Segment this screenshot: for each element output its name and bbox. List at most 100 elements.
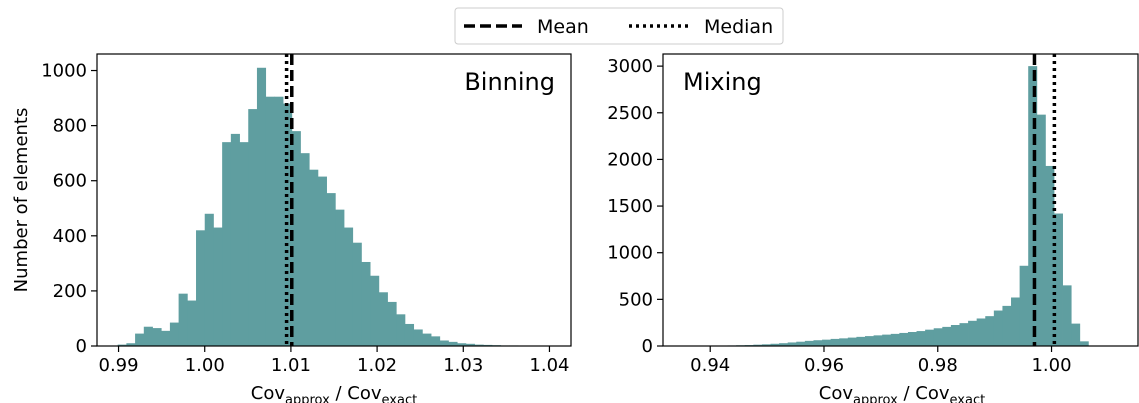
mixing-bar <box>890 333 900 346</box>
mixing-bar <box>1028 66 1038 346</box>
binning-bar <box>143 326 153 346</box>
mixing-ytick-label: 2000 <box>607 149 653 170</box>
binning-x-ticks: 0.99 1.00 1.01 1.02 1.03 1.04 <box>99 346 569 376</box>
mixing-bar <box>907 332 917 346</box>
binning-ytick-label: 200 <box>53 281 87 302</box>
mixing-bar <box>1079 341 1089 346</box>
binning-bar <box>265 96 275 346</box>
binning-bar <box>291 131 301 346</box>
binning-bars <box>117 67 554 347</box>
mixing-y-ticks: 0 500 1000 1500 2000 2500 3000 <box>607 56 663 357</box>
binning-axes-frame <box>96 53 572 347</box>
mixing-bar <box>959 323 969 346</box>
mixing-ytick-label: 3000 <box>607 56 653 77</box>
binning-bar <box>161 330 171 346</box>
binning-bar <box>274 96 284 346</box>
mixing-bar <box>813 340 823 346</box>
binning-bar <box>326 193 336 346</box>
mixing-bar <box>993 310 1003 346</box>
binning-bar <box>439 340 449 346</box>
mixing-bar <box>1062 285 1072 346</box>
binning-xtick-label: 1.04 <box>529 355 569 376</box>
mixing-bar <box>796 341 806 346</box>
mixing-bar <box>916 331 926 346</box>
mixing-bar <box>985 316 995 346</box>
mixing-bar <box>822 339 832 346</box>
mixing-xtick-label: 0.96 <box>804 355 844 376</box>
legend-frame <box>454 7 784 45</box>
binning-xtick-label: 1.01 <box>271 355 311 376</box>
binning-bar <box>457 343 467 346</box>
mixing-bar <box>761 344 771 346</box>
binning-bar <box>378 292 388 346</box>
binning-xtick-label: 1.00 <box>185 355 225 376</box>
mixing-bar <box>1045 165 1055 346</box>
mixing-bar <box>950 325 960 346</box>
binning-xlabel: Covapprox / Covexact <box>251 383 417 403</box>
mixing-bar <box>1036 114 1046 346</box>
binning-bar <box>213 227 223 346</box>
legend-mean-label: Mean <box>537 16 589 38</box>
mixing-bar <box>787 342 797 346</box>
binning-bar <box>187 300 197 346</box>
mixing-bars <box>684 66 1089 346</box>
binning-ytick-label: 0 <box>76 336 87 357</box>
binning-bar <box>387 301 397 346</box>
binning-y-ticks: 0 200 400 600 800 1000 <box>41 61 97 357</box>
legend-median-label: Median <box>704 16 773 38</box>
binning-bar <box>152 328 162 346</box>
binning-bar <box>396 314 406 346</box>
binning-bar <box>431 336 441 346</box>
binning-bar <box>135 333 145 346</box>
mixing-xlabel: Covapprox / Covexact <box>819 383 985 403</box>
binning-xtick-label: 1.02 <box>357 355 397 376</box>
binning-bar <box>404 323 415 346</box>
mixing-xtick-label: 0.98 <box>918 355 958 376</box>
binning-ytick-label: 1000 <box>41 61 87 82</box>
mixing-ytick-label: 1500 <box>607 196 653 217</box>
panel-binning: 0.99 1.00 1.01 1.02 1.03 1.04 0 200 400 600 800 10… <box>11 53 572 403</box>
binning-ylabel: Number of elements <box>11 108 32 293</box>
mixing-bar <box>847 337 857 346</box>
binning-bar <box>352 242 362 346</box>
mixing-bar <box>899 332 909 346</box>
mixing-x-ticks: 0.94 0.96 0.98 1.00 <box>690 346 1072 376</box>
binning-ytick-label: 800 <box>53 116 87 137</box>
binning-bar <box>413 329 423 346</box>
binning-title: Binning <box>464 68 555 96</box>
binning-bar <box>300 153 310 346</box>
mixing-bar <box>856 336 866 346</box>
mixing-bar <box>1053 213 1063 346</box>
mixing-bar <box>873 335 883 346</box>
mixing-ytick-label: 1000 <box>607 243 653 264</box>
binning-bar <box>422 333 432 346</box>
mixing-bar <box>779 343 789 346</box>
mixing-bar <box>830 338 840 346</box>
mixing-ytick-label: 2500 <box>607 103 653 124</box>
binning-bar <box>474 344 484 346</box>
mixing-bar <box>1002 305 1012 346</box>
binning-xtick-label: 0.99 <box>99 355 139 376</box>
binning-bar <box>169 322 180 346</box>
binning-bar <box>465 343 475 346</box>
mixing-xtick-label: 0.94 <box>690 355 730 376</box>
binning-bar <box>370 275 380 346</box>
binning-bar <box>230 133 240 346</box>
mixing-title: Mixing <box>683 68 762 96</box>
mixing-bar <box>1011 297 1021 346</box>
mixing-bar <box>925 329 935 346</box>
mixing-axes-frame <box>662 53 1139 347</box>
binning-bar <box>335 209 345 346</box>
binning-bar <box>317 176 327 346</box>
binning-bar <box>196 230 206 346</box>
mixing-bar <box>770 343 780 346</box>
mixing-bar <box>839 338 849 346</box>
mixing-bar <box>1019 265 1029 346</box>
binning-bar <box>361 261 371 346</box>
mixing-bar <box>882 334 892 346</box>
binning-ytick-label: 400 <box>53 226 87 247</box>
legend: Mean Median <box>454 7 784 45</box>
mixing-bar <box>976 318 986 346</box>
mixing-xtick-label: 1.00 <box>1031 355 1071 376</box>
